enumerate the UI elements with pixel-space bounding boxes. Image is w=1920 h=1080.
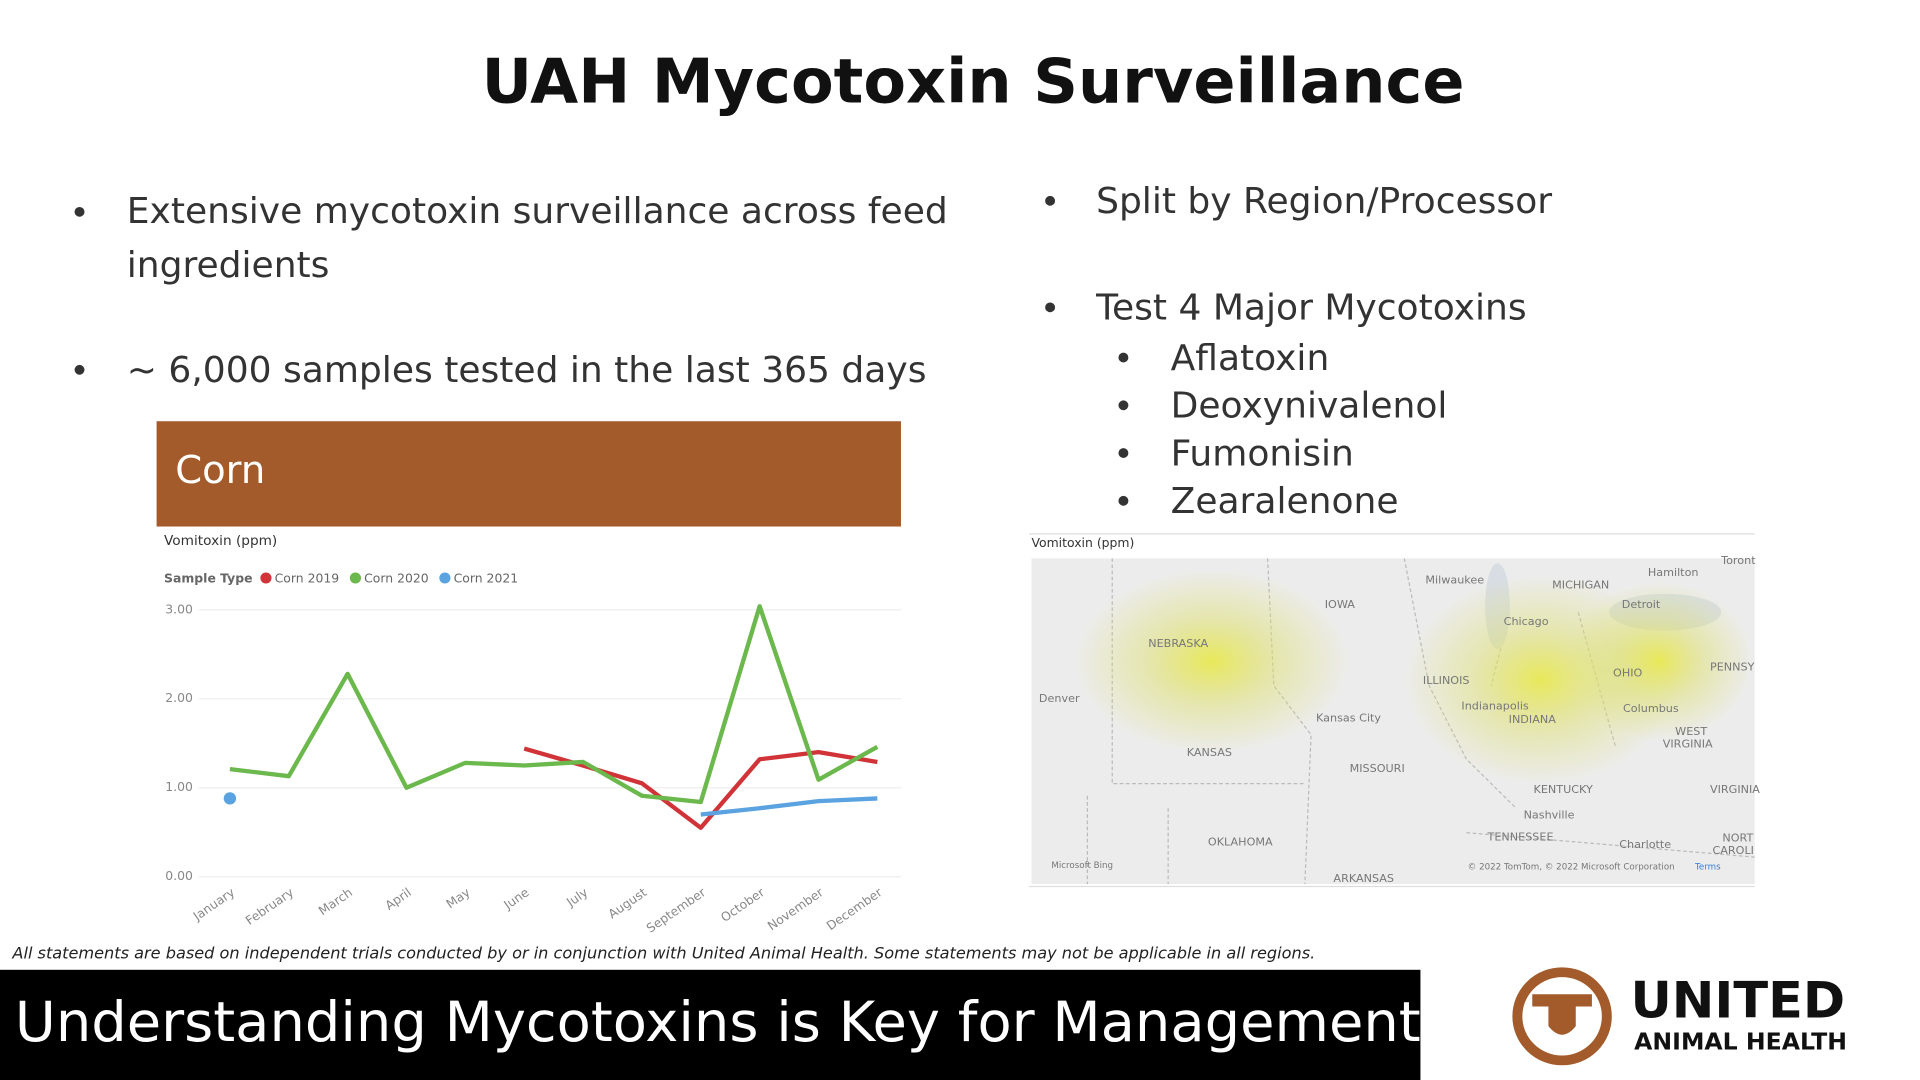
sub-bullet-text: Zearalenone <box>1171 481 1399 522</box>
x-tick-label: May <box>444 885 473 911</box>
right-bullets: Split by Region/Processor Test 4 Major M… <box>1045 181 1552 522</box>
legend-label: Corn 2021 <box>454 572 519 586</box>
x-tick-label: August <box>606 885 650 921</box>
bullet <box>74 206 85 217</box>
map: Vomitoxin (ppm) Milwaukee MICHIGAN Hamilto… <box>1028 533 1760 888</box>
bullet <box>1118 448 1129 458</box>
map-label: Hamilton <box>1648 566 1699 579</box>
bullet <box>1118 495 1129 506</box>
x-tick-label: December <box>824 885 886 933</box>
map-attribution: Microsoft Bing <box>1051 861 1113 871</box>
y-tick-label: 3.00 <box>165 602 193 616</box>
logo-mark <box>1532 994 1592 1035</box>
bullet <box>1045 302 1056 313</box>
panel-header <box>156 421 901 527</box>
x-tick-label: July <box>563 885 590 910</box>
map-label: Chicago <box>1504 615 1549 628</box>
map-label: Milwaukee <box>1425 573 1484 586</box>
map-label: CAROLI <box>1712 844 1754 857</box>
left-bullets: Extensive mycotoxin surveillance across … <box>74 191 948 391</box>
bullet <box>74 364 85 375</box>
x-tick-label: March <box>316 885 355 918</box>
map-label: KANSAS <box>1187 746 1232 759</box>
x-tick-label: November <box>765 885 827 933</box>
data-line <box>229 604 879 805</box>
legend-swatch <box>439 572 451 584</box>
data-line <box>700 796 878 817</box>
y-tick-label: 0.00 <box>165 869 193 883</box>
map-label: Denver <box>1039 692 1080 705</box>
map-terms: Terms <box>1694 862 1721 872</box>
data-point <box>223 792 237 805</box>
x-tick-label: January <box>190 885 237 924</box>
heat-spot <box>1565 581 1753 741</box>
disclaimer: All statements are based on independent … <box>11 943 1315 962</box>
sub-bullet-text: Fumonisin <box>1171 434 1354 475</box>
map-label: INDIANA <box>1509 713 1557 726</box>
map-label: MICHIGAN <box>1552 578 1609 591</box>
map-label: Indianapolis <box>1461 700 1529 713</box>
panel-title: Corn <box>175 449 265 493</box>
map-label: Toront <box>1720 554 1756 567</box>
bullet-text: ingredients <box>127 245 330 286</box>
map-label: VIRGINIA <box>1710 783 1760 796</box>
x-tick-label: April <box>383 885 414 912</box>
legend-label: Corn 2020 <box>364 572 429 586</box>
map-label: ARKANSAS <box>1333 872 1394 885</box>
legend-title: Sample Type <box>164 572 253 586</box>
data-line <box>523 746 878 830</box>
x-tick-label: October <box>718 885 768 925</box>
logo-sub: ANIMAL HEALTH <box>1634 1028 1847 1056</box>
bullet-text: Extensive mycotoxin surveillance across … <box>127 191 948 232</box>
heat-spot <box>1074 569 1349 754</box>
map-label: IOWA <box>1325 598 1356 611</box>
map-label: NORT <box>1722 832 1753 845</box>
legend-swatch <box>349 572 362 584</box>
bullet <box>1045 195 1056 206</box>
x-tick-label: September <box>644 885 709 936</box>
map-label: KENTUCKY <box>1534 783 1594 796</box>
x-tick-label: February <box>243 885 296 927</box>
map-label: TENNESSEE <box>1487 831 1554 844</box>
sub-bullet-text: Aflatoxin <box>1171 338 1330 379</box>
y-tick-label: 2.00 <box>165 691 193 705</box>
map-label: WEST <box>1675 725 1707 738</box>
legend-swatch <box>260 572 272 584</box>
banner <box>0 969 1421 1080</box>
map-label: Detroit <box>1622 598 1661 611</box>
y-tick-label: 1.00 <box>165 780 193 794</box>
legend-label: Corn 2019 <box>275 572 340 586</box>
banner-text: Understanding Mycotoxins is Key for Mana… <box>15 991 1421 1056</box>
bullet <box>1118 400 1129 411</box>
map-copyright: © 2022 TomTom, © 2022 Microsoft Corporat… <box>1468 862 1675 872</box>
map-title: Vomitoxin (ppm) <box>1031 536 1134 550</box>
map-label: Charlotte <box>1619 838 1671 851</box>
map-label: Kansas City <box>1316 712 1381 725</box>
map-label: Nashville <box>1524 809 1575 822</box>
bullet <box>1118 352 1129 363</box>
x-tick-label: June <box>501 885 532 912</box>
map-label: VIRGINIA <box>1663 738 1713 751</box>
logo: UNITED ANIMAL HEALTH <box>1512 967 1847 1066</box>
bullet-text: Split by Region/Processor <box>1096 181 1552 222</box>
bullet-text: ~ 6,000 samples tested in the last 365 d… <box>127 350 927 391</box>
map-label: MISSOURI <box>1350 762 1405 775</box>
map-label: NEBRASKA <box>1148 637 1208 650</box>
map-label: OKLAHOMA <box>1208 836 1273 849</box>
bullet-text: Test 4 Major Mycotoxins <box>1095 288 1527 329</box>
map-label: PENNSY <box>1710 660 1755 673</box>
map-label: ILLINOIS <box>1423 674 1470 687</box>
title: UAH Mycotoxin Surveillance <box>482 46 1465 117</box>
chart-title: Vomitoxin (ppm) <box>164 533 277 549</box>
map-label: OHIO <box>1613 667 1643 680</box>
logo-name: UNITED <box>1630 971 1845 1030</box>
logo-ring <box>1512 967 1612 1066</box>
map-label: Columbus <box>1623 702 1679 715</box>
sub-bullet-text: Deoxynivalenol <box>1171 386 1448 427</box>
